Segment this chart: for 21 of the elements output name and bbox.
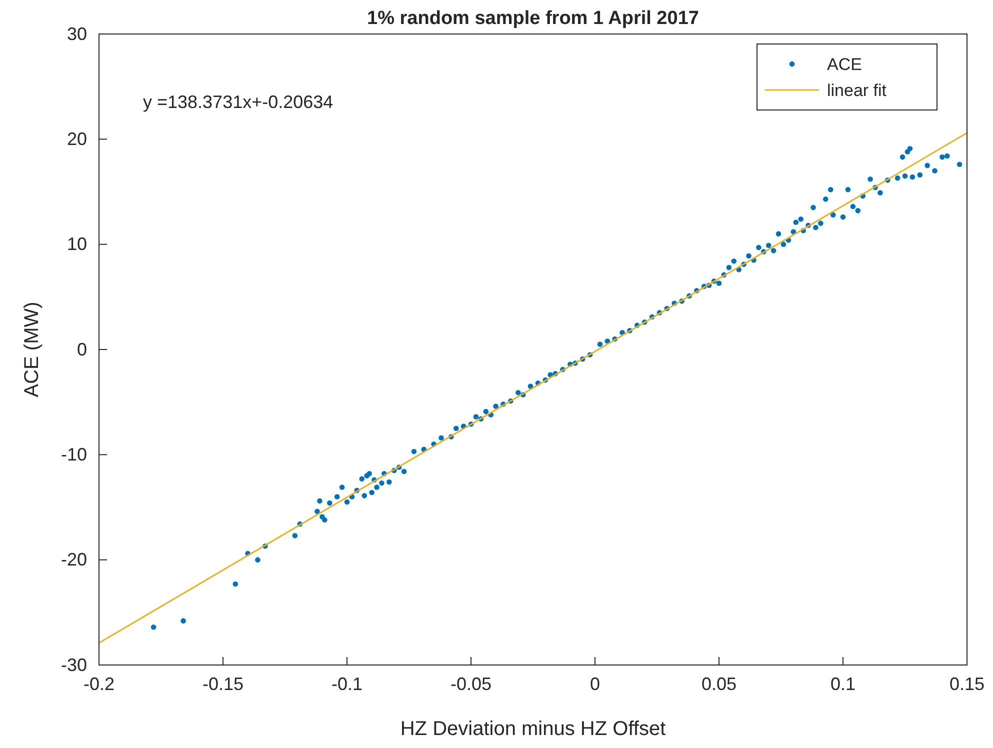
x-tick-label: 0 [590, 674, 600, 694]
x-tick-label: -0.05 [450, 674, 492, 694]
chart-title: 1% random sample from 1 April 2017 [367, 8, 699, 29]
y-tick-label: 0 [76, 339, 87, 360]
y-tick-label: -30 [60, 654, 87, 675]
legend-label: linear fit [827, 81, 887, 100]
legend-label: ACE [827, 55, 862, 74]
y-tick-label: 20 [66, 128, 87, 149]
y-tick-label: 30 [66, 24, 87, 44]
x-tick-label: 0.15 [949, 674, 985, 694]
y-tick-label: 10 [66, 234, 87, 254]
x-tick-label: 0.1 [830, 674, 856, 694]
x-tick-label: -0.2 [83, 674, 115, 694]
y-tick-label: -10 [60, 444, 87, 464]
x-tick-label: -0.1 [331, 674, 363, 694]
annotation: y =138.3731x+-0.20634 [143, 92, 334, 112]
y-axis-title: ACE (MW) [21, 302, 43, 398]
x-axis-title: HZ Deviation minus HZ Offset [400, 718, 666, 740]
x-tick-label: -0.15 [202, 674, 244, 694]
y-tick-label: -20 [60, 550, 87, 570]
x-tick-label: 0.05 [701, 674, 737, 694]
